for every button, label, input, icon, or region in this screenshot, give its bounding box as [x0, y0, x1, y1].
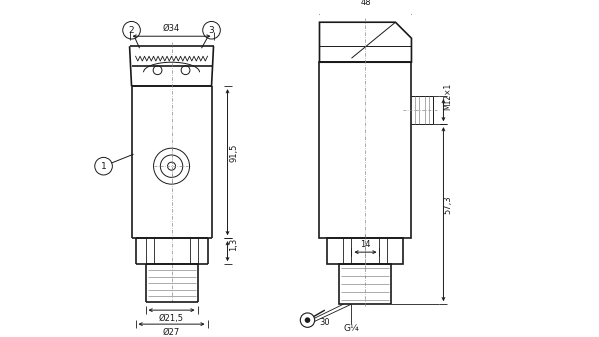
- Text: 1,3: 1,3: [229, 238, 238, 251]
- Bar: [319, 62, 412, 238]
- Bar: [340, 264, 392, 304]
- Text: 30: 30: [319, 318, 330, 327]
- Circle shape: [305, 317, 310, 323]
- Text: 1: 1: [101, 162, 107, 171]
- Bar: [328, 238, 404, 264]
- Text: M12×1: M12×1: [443, 83, 452, 110]
- Text: 2: 2: [129, 26, 134, 35]
- Text: G¼: G¼: [344, 324, 359, 333]
- Text: Ø27: Ø27: [163, 328, 180, 337]
- Text: Ø21,5: Ø21,5: [159, 314, 184, 323]
- Text: 3: 3: [208, 26, 214, 35]
- Text: Ø34: Ø34: [163, 24, 180, 33]
- Text: 57,3: 57,3: [443, 195, 452, 214]
- Text: 14: 14: [360, 240, 371, 249]
- Text: 91,5: 91,5: [229, 144, 238, 162]
- Text: 48: 48: [360, 0, 371, 7]
